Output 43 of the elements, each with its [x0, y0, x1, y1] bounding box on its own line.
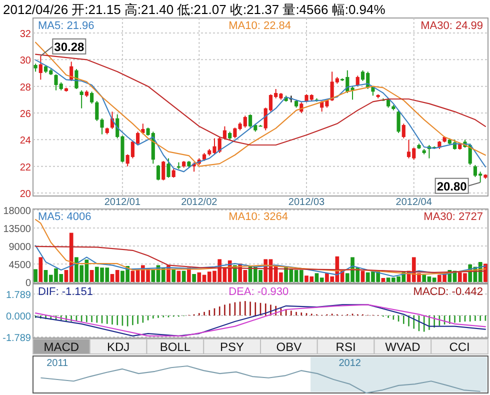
- text: MA5: 4006: [38, 211, 92, 223]
- text: MA30: 2727: [424, 211, 483, 223]
- annotation-callout: 20.80: [434, 178, 481, 194]
- y-tick-label: 24: [20, 136, 32, 147]
- text: OBV: [276, 340, 302, 354]
- y-tick-label: 13500: [3, 224, 32, 235]
- text: MA10: 3264: [228, 211, 288, 223]
- series-label: DIF: -1.151: [38, 286, 94, 298]
- y-tick-label: -1.789: [2, 333, 32, 344]
- y-tick-label: 32: [20, 29, 32, 40]
- series-label: MACD: -0.442: [413, 286, 483, 298]
- annotation-callout: 30.28: [40, 38, 86, 56]
- text: KDJ: [106, 340, 130, 354]
- x-tick-label: 2012: [338, 358, 362, 369]
- y-tick-label: 4500: [8, 260, 32, 271]
- text: BOLL: [160, 340, 191, 354]
- x-tick-label: 2011: [46, 358, 69, 369]
- text: CCI: [449, 340, 470, 354]
- text: MACD: [44, 340, 80, 354]
- text: MA5: 21.96: [38, 20, 94, 32]
- y-tick-label: 0: [25, 278, 32, 289]
- series-label: DEA: -0.930: [228, 286, 289, 298]
- y-tick-label: 22: [20, 162, 32, 174]
- y-tick-label: 20: [20, 189, 32, 200]
- y-tick-label: 1.789: [6, 290, 32, 301]
- annotation: 20.80: [436, 179, 468, 194]
- text: PSY: [220, 340, 244, 354]
- y-tick-label: 9000: [8, 242, 32, 253]
- text: WVAD: [385, 340, 421, 354]
- text: MA30: 24.99: [420, 20, 483, 32]
- text: MA10: 22.84: [228, 20, 292, 32]
- x-tick-label: 2012/02: [181, 197, 218, 208]
- x-tick-label: 2012/04: [396, 197, 432, 208]
- annotation: 30.28: [54, 40, 85, 54]
- x-tick-label: 2012/03: [288, 197, 326, 208]
- y-tick-label: 28: [20, 82, 32, 94]
- y-tick-label: 30: [20, 56, 32, 67]
- chart-title: 2012/04/26 开:21.15 高:21.40 低:21.07 收:21.37 量:4566 幅:0.94%: [3, 2, 386, 17]
- x-tick-label: 2012/01: [104, 197, 141, 208]
- y-tick-label: 18000: [3, 206, 32, 217]
- y-tick-label: 0.000: [6, 312, 32, 322]
- y-tick-label: 26: [20, 109, 32, 120]
- text: RSI: [336, 340, 356, 354]
